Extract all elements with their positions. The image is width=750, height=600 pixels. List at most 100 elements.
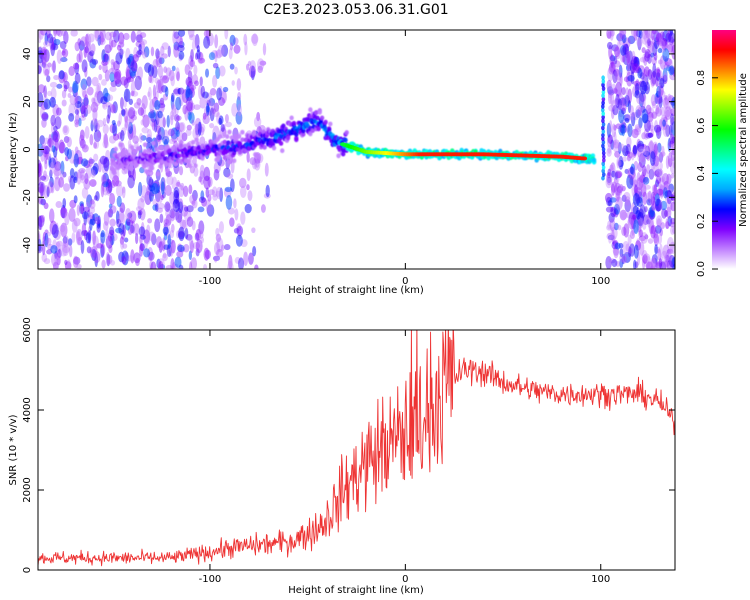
spectrogram-speckle bbox=[64, 259, 68, 265]
spectrogram-speckle bbox=[108, 135, 117, 144]
spectrogram-speckle bbox=[105, 251, 110, 266]
spectrogram-speckle bbox=[59, 244, 68, 257]
spectrogram-speckle bbox=[146, 224, 151, 237]
spectrogram-speckle bbox=[638, 117, 643, 129]
spectrogram-speckle bbox=[224, 186, 233, 193]
spectrogram-speckle bbox=[645, 104, 652, 115]
spectrogram-speckle bbox=[172, 209, 180, 221]
spectrogram-speckle bbox=[38, 172, 42, 182]
spectrogram-speckle bbox=[228, 47, 233, 60]
spectrogram-speckle bbox=[625, 50, 631, 65]
spectrogram-speckle bbox=[84, 41, 91, 55]
spectrogram-speckle bbox=[655, 215, 663, 227]
spectrogram-speckle bbox=[63, 235, 69, 248]
spectrogram-ridge-cell bbox=[112, 170, 117, 176]
spectrogram-speckle bbox=[650, 74, 655, 88]
spectrogram-speckle bbox=[199, 76, 203, 87]
spectrogram-speckle bbox=[655, 69, 663, 82]
spectrogram-speckle bbox=[215, 227, 220, 237]
snr-marks bbox=[38, 330, 675, 567]
spectrogram-speckle bbox=[74, 72, 81, 85]
spectrogram-speckle bbox=[62, 246, 70, 254]
spectrogram-speckle bbox=[624, 94, 630, 108]
spectrogram-speckle bbox=[657, 177, 665, 193]
spectrogram-speckle bbox=[240, 211, 246, 225]
x-tick-label: -100 bbox=[199, 574, 222, 585]
spectrogram-speckle bbox=[38, 175, 41, 186]
spectrogram-speckle bbox=[96, 90, 104, 104]
spectrogram-speckle bbox=[164, 184, 172, 197]
spectrogram-speckle bbox=[97, 131, 102, 138]
spectrogram-speckle bbox=[610, 162, 615, 171]
spectrogram-ridge-cell bbox=[280, 148, 285, 154]
spectrogram-speckle bbox=[38, 61, 43, 75]
spectrogram-speckle bbox=[617, 224, 622, 231]
spectrogram-speckle bbox=[656, 67, 660, 73]
snr-series-line bbox=[38, 330, 675, 567]
spectrogram-speckle bbox=[651, 35, 655, 45]
spectrogram-speckle bbox=[70, 30, 78, 37]
spectrogram-speckle bbox=[84, 33, 92, 48]
spectrogram-speckle bbox=[103, 156, 110, 172]
spectrogram-speckle bbox=[56, 83, 63, 89]
spectrogram-speckle bbox=[55, 200, 63, 209]
spectrogram-speckle bbox=[122, 243, 128, 249]
spectrogram-speckle bbox=[84, 104, 92, 115]
spectrogram-speckle bbox=[173, 88, 180, 95]
spectrogram-speckle bbox=[63, 80, 70, 90]
spectrogram-speckle bbox=[104, 69, 110, 82]
spectrogram-speckle bbox=[626, 69, 631, 76]
spectrogram-speckle bbox=[68, 103, 75, 117]
spectrogram-speckle bbox=[659, 40, 664, 47]
spectrogram-speckle bbox=[42, 63, 51, 77]
spectrogram-speckle bbox=[50, 245, 58, 254]
spectrogram-speckle bbox=[92, 107, 98, 122]
spectrogram-speckle bbox=[205, 30, 211, 42]
spectrogram-speckle bbox=[648, 219, 654, 235]
spectrogram-speckle bbox=[143, 235, 148, 250]
spectrogram-speckle bbox=[127, 107, 136, 119]
spectrogram-speckle bbox=[247, 60, 252, 66]
spectrogram-speckle bbox=[642, 176, 650, 185]
spectrogram-speckle bbox=[44, 145, 49, 161]
spectrogram-speckle bbox=[649, 151, 656, 166]
spectrogram-speckle bbox=[80, 78, 88, 90]
spectrogram-speckle bbox=[207, 176, 213, 188]
spectrogram-speckle bbox=[142, 51, 147, 59]
spectrogram-speckle bbox=[107, 94, 114, 102]
spectrogram-speckle bbox=[60, 207, 68, 214]
spectrogram-speckle bbox=[665, 255, 673, 261]
spectrogram-ridge-cell bbox=[165, 167, 170, 173]
spectrogram-speckle bbox=[665, 155, 670, 169]
spectrogram-speckle bbox=[76, 230, 81, 246]
spectrogram-speckle bbox=[72, 62, 80, 70]
spectrogram-speckle bbox=[157, 79, 164, 94]
spectrogram-speckle bbox=[78, 49, 83, 63]
spectrogram-speckle bbox=[671, 96, 675, 109]
spectrogram-speckle bbox=[115, 52, 123, 65]
figure-title: C2E3.2023.053.06.31.G01 bbox=[263, 2, 448, 18]
spectrogram-speckle bbox=[614, 46, 620, 56]
spectrogram-speckle bbox=[41, 142, 47, 148]
spectrogram-speckle bbox=[127, 212, 133, 219]
spectrogram-speckle bbox=[178, 230, 185, 238]
spectrogram-speckle bbox=[38, 181, 46, 197]
spectrogram-speckle bbox=[130, 80, 136, 94]
y-tick-label: 0 bbox=[22, 146, 33, 152]
spectrogram-speckle bbox=[177, 213, 183, 224]
spectrogram-speckle bbox=[164, 86, 169, 97]
y-tick-label: 6000 bbox=[22, 317, 33, 342]
spectrogram-speckle bbox=[81, 187, 89, 199]
spectrogram-speckle bbox=[257, 65, 263, 74]
spectrogram-speckle bbox=[656, 95, 664, 104]
spectrogram-speckle bbox=[632, 214, 637, 220]
spectrogram-speckle bbox=[189, 166, 195, 174]
spectrogram-speckle bbox=[46, 75, 51, 83]
spectrogram-speckle bbox=[209, 107, 215, 122]
spectrogram-speckle bbox=[194, 34, 200, 49]
spectrogram-speckle bbox=[87, 51, 94, 63]
spectrogram-speckle bbox=[121, 250, 129, 266]
spectrogram-speckle bbox=[81, 211, 89, 220]
spectrogram-speckle bbox=[218, 85, 223, 97]
spectrogram-speckle bbox=[637, 226, 642, 239]
